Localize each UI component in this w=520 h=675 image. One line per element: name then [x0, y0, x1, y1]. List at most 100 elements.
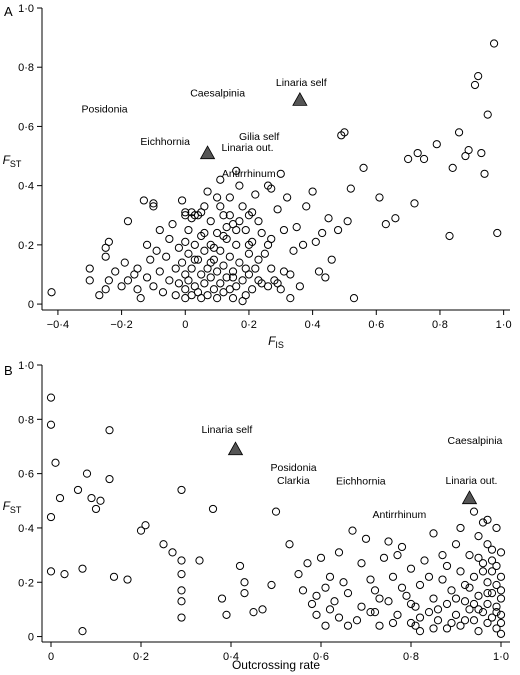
data-point [348, 526, 357, 535]
data-point [46, 567, 56, 576]
data-point [496, 548, 506, 557]
data-point [286, 294, 295, 303]
data-point [46, 420, 56, 429]
data-point [87, 493, 96, 503]
data-point [433, 616, 443, 625]
data-point [136, 294, 145, 303]
data-point [228, 267, 238, 276]
data-point [136, 526, 146, 535]
data-point [330, 597, 339, 606]
data-point [406, 599, 416, 609]
data-point [474, 553, 483, 562]
data-point [327, 255, 336, 264]
data-point [429, 594, 438, 603]
y-tick-label: 1·0 [18, 3, 34, 15]
data-point [334, 613, 344, 622]
data-point [420, 556, 429, 565]
data-point [216, 175, 225, 184]
data-point [203, 291, 212, 300]
data-point [91, 504, 101, 514]
data-point [294, 570, 303, 579]
data-point [339, 578, 348, 587]
data-point [251, 190, 260, 199]
data-point [162, 252, 171, 261]
y-tick-label: 0·6 [18, 469, 34, 481]
data-point [393, 610, 402, 619]
data-point [424, 608, 434, 617]
data-point [197, 270, 206, 279]
data-point [404, 154, 413, 164]
data-point [149, 199, 158, 208]
data-point [343, 589, 353, 598]
data-point [370, 586, 380, 595]
data-point [492, 580, 501, 590]
data-point [152, 246, 161, 255]
highlight-label: Linaria self [276, 77, 327, 89]
data-point [283, 193, 292, 202]
data-point [478, 518, 488, 527]
y-tick-label: 0 [28, 632, 34, 644]
y-axis-title: FST [3, 499, 22, 515]
data-point [429, 529, 438, 538]
data-point [487, 567, 497, 576]
data-point [184, 225, 193, 235]
data-point [451, 594, 461, 603]
data-point [375, 193, 384, 202]
y-tick-label: 0·8 [18, 414, 34, 426]
data-point [232, 225, 241, 235]
data-point [314, 267, 324, 276]
data-point [432, 140, 441, 149]
data-point [104, 237, 113, 247]
data-point [190, 240, 199, 249]
data-point [101, 252, 110, 261]
data-point [464, 146, 473, 155]
data-point [307, 599, 317, 609]
panel-letter: B [4, 363, 13, 378]
data-point [308, 187, 317, 196]
data-point [200, 279, 209, 288]
data-point [82, 469, 92, 478]
data-point [235, 181, 244, 190]
data-point [117, 282, 126, 291]
highlight-label: Linaria self [202, 424, 253, 436]
data-point [235, 561, 245, 571]
data-point [258, 605, 267, 614]
data-point [232, 282, 241, 291]
data-point [343, 621, 353, 630]
data-point [406, 564, 416, 573]
data-point [469, 572, 479, 581]
data-point [292, 222, 301, 232]
data-point [222, 273, 231, 282]
data-point [487, 589, 497, 598]
data-point [460, 580, 470, 590]
y-tick-label: 1·0 [18, 360, 34, 372]
data-point [146, 255, 155, 264]
data-point [187, 208, 196, 217]
data-point [487, 556, 497, 565]
data-point [492, 608, 501, 617]
panel-a: A −0·4 −0·2 0 0·2 0·4 0·6 0·8 1·0 0 0·2 0·4 0·6 0·8 1·… [3, 3, 512, 350]
data-point [273, 205, 282, 214]
x-tick-label: 0·2 [133, 651, 149, 663]
data-point [295, 282, 304, 291]
data-point [456, 523, 465, 533]
data-point [248, 285, 257, 294]
data-point [228, 273, 238, 282]
data-point [177, 613, 186, 622]
data-point [228, 294, 238, 303]
data-point [101, 285, 110, 294]
y-tick-label: 0 [28, 299, 34, 311]
y-tick-label: 0·4 [18, 523, 34, 535]
x-tick-label: 0 [182, 319, 188, 331]
data-point [346, 184, 355, 193]
data-point [235, 258, 244, 267]
data-point [496, 586, 506, 595]
data-point [469, 507, 479, 516]
data-point [158, 288, 168, 297]
data-point [190, 255, 199, 264]
x-tick-label: 0 [48, 651, 54, 663]
data-point [375, 621, 384, 630]
data-point [165, 276, 174, 285]
data-point [260, 249, 269, 258]
data-point [195, 556, 204, 565]
